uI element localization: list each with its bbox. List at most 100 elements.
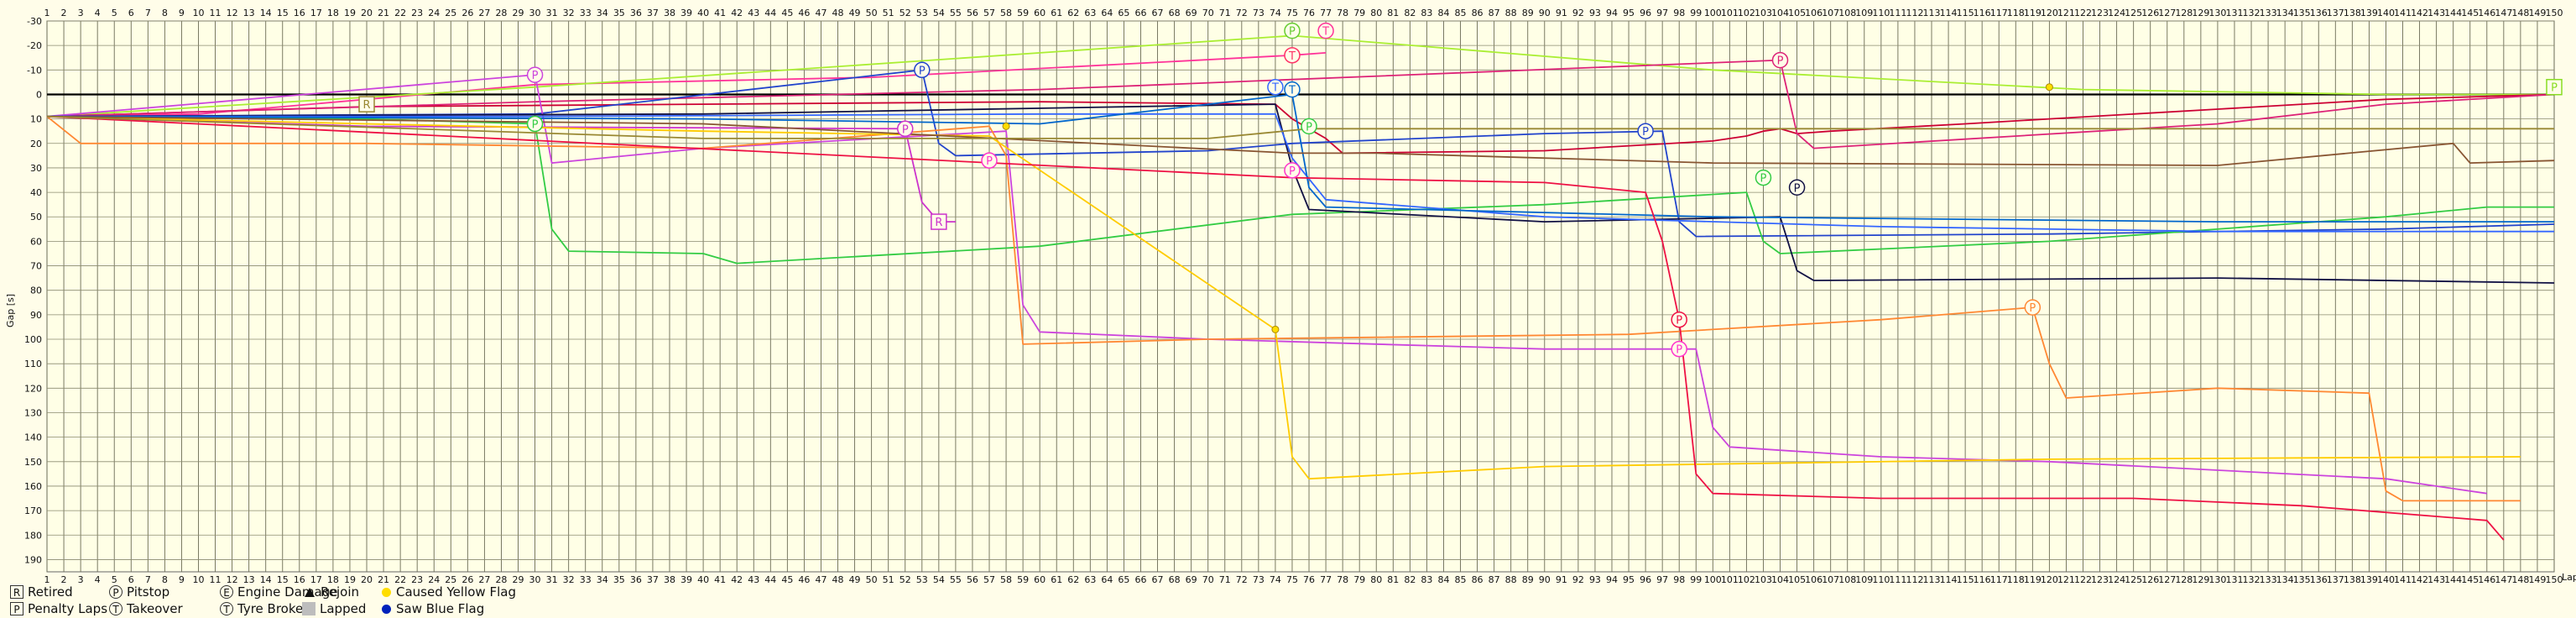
legend-label: Rejoin [321, 584, 359, 600]
x-tick-label-bottom: 70 [1202, 574, 1214, 585]
marker-symbol: P [1760, 173, 1767, 186]
x-tick-label-top: 75 [1286, 8, 1298, 18]
x-tick-label-bottom: 34 [597, 574, 608, 585]
x-tick-label-bottom: 102 [1738, 574, 1755, 585]
x-tick-label-top: 63 [1084, 8, 1096, 18]
y-tick-label: 160 [24, 481, 42, 492]
x-tick-label-bottom: 115 [1957, 574, 1974, 585]
marker-circle [526, 66, 544, 83]
x-tick-label-bottom: 4 [95, 574, 101, 585]
legend-label: Lapped [320, 601, 367, 616]
x-tick-label-bottom: 111 [1889, 574, 1906, 585]
marker-circle [1771, 51, 1789, 69]
x-tick-label-top: 123 [2091, 8, 2109, 18]
x-tick-label-bottom: 36 [630, 574, 642, 585]
legend-box-icon: P [10, 602, 23, 615]
y-tick-label: 10 [30, 114, 42, 125]
marker-symbol: R [362, 99, 370, 112]
x-tick-label-top: 60 [1034, 8, 1046, 18]
marker-circle [2024, 299, 2042, 316]
x-tick-label-bottom: 19 [344, 574, 356, 585]
x-tick-label-bottom: 23 [411, 574, 423, 585]
series-line [47, 113, 2554, 233]
x-tick-label-bottom: 75 [1286, 574, 1298, 585]
x-tick-label-top: 87 [1489, 8, 1500, 18]
x-tick-label-bottom: 43 [748, 574, 759, 585]
x-tick-label-bottom: 139 [2360, 574, 2378, 585]
x-tick-label-bottom: 8 [162, 574, 168, 585]
x-tick-label-top: 132 [2243, 8, 2261, 18]
series-line [46, 59, 2555, 149]
x-tick-label-bottom: 66 [1134, 574, 1146, 585]
x-tick-label-top: 25 [445, 8, 456, 18]
x-tick-label-bottom: 33 [580, 574, 592, 585]
x-tick-label-bottom: 55 [950, 574, 962, 585]
x-tick-label-top: 14 [260, 8, 272, 18]
x-tick-label-top: 10 [192, 8, 204, 18]
x-tick-label-bottom: 135 [2293, 574, 2311, 585]
x-tick-label-top: 8 [162, 8, 168, 18]
x-tick-label-bottom: 125 [2125, 574, 2142, 585]
x-tick-label-bottom: 12 [227, 574, 238, 585]
x-tick-label-top: 43 [748, 8, 759, 18]
x-tick-label-top: 102 [1738, 8, 1755, 18]
x-tick-label-top: 33 [580, 8, 592, 18]
x-tick-label-bottom: 58 [1000, 574, 1012, 585]
x-tick-label-top: 86 [1472, 8, 1484, 18]
x-tick-label-top: 104 [1771, 8, 1789, 18]
x-tick-label-bottom: 68 [1169, 574, 1181, 585]
x-tick-label-bottom: 52 [900, 574, 911, 585]
x-tick-label-bottom: 88 [1505, 574, 1517, 585]
x-tick-label-bottom: 46 [798, 574, 810, 585]
y-tick-label: -10 [27, 65, 42, 76]
marker-circle [1284, 162, 1301, 179]
x-tick-label-bottom: 85 [1455, 574, 1467, 585]
x-tick-label-top: 30 [529, 8, 541, 18]
triangle-icon [305, 587, 315, 597]
legend-label: Penalty Laps [28, 601, 108, 616]
x-tick-label-top: 9 [179, 8, 185, 18]
x-tick-label-bottom: 2 [61, 574, 67, 585]
series-line [46, 93, 2555, 154]
marker-box [358, 96, 375, 113]
legend-circle-icon: T [220, 602, 233, 615]
x-tick-label-top: 39 [681, 8, 692, 18]
marker-symbol: P [1794, 182, 1801, 195]
x-tick-label-bottom: 59 [1017, 574, 1029, 585]
marker-symbol: P [1289, 165, 1296, 178]
x-tick-label-bottom: 84 [1437, 574, 1449, 585]
marker-symbol: P [532, 118, 539, 131]
y-tick-label: 110 [24, 359, 42, 369]
x-tick-label-top: 133 [2260, 8, 2277, 18]
x-tick-label-top: 83 [1421, 8, 1432, 18]
series-line [46, 115, 2521, 502]
x-tick-label-top: 50 [866, 8, 878, 18]
x-tick-label-top: 58 [1000, 8, 1012, 18]
x-tick-label-top: 71 [1219, 8, 1231, 18]
marker-symbol: P [532, 70, 539, 82]
marker-circle [896, 120, 914, 138]
x-tick-label-bottom: 21 [378, 574, 389, 585]
legend-item: R Retired [10, 584, 73, 600]
x-tick-label-top: 62 [1067, 8, 1079, 18]
x-tick-label-bottom: 78 [1337, 574, 1348, 585]
y-tick-label: 130 [24, 407, 42, 418]
x-tick-label-top: 76 [1303, 8, 1315, 18]
y-tick-label: 90 [30, 310, 42, 321]
x-tick-label-bottom: 79 [1353, 574, 1365, 585]
x-tick-label-bottom: 6 [128, 574, 134, 585]
axes: -30-20-100102030405060708090100110120130… [24, 8, 2563, 585]
marker-circle [1637, 123, 1654, 139]
x-tick-label-top: 138 [2344, 8, 2361, 18]
x-tick-label-bottom: 124 [2108, 574, 2125, 585]
x-tick-label-top: 27 [478, 8, 490, 18]
x-tick-label-bottom: 45 [781, 574, 793, 585]
marker-symbol: P [902, 123, 909, 136]
series-line [46, 69, 2555, 238]
x-tick-label-top: 106 [1805, 8, 1822, 18]
x-tick-label-top: 67 [1152, 8, 1164, 18]
x-tick-label-bottom: 50 [866, 574, 878, 585]
legend-label: Tyre Broken [237, 601, 311, 616]
x-tick-label-bottom: 22 [394, 574, 406, 585]
x-tick-label-bottom: 132 [2243, 574, 2261, 585]
